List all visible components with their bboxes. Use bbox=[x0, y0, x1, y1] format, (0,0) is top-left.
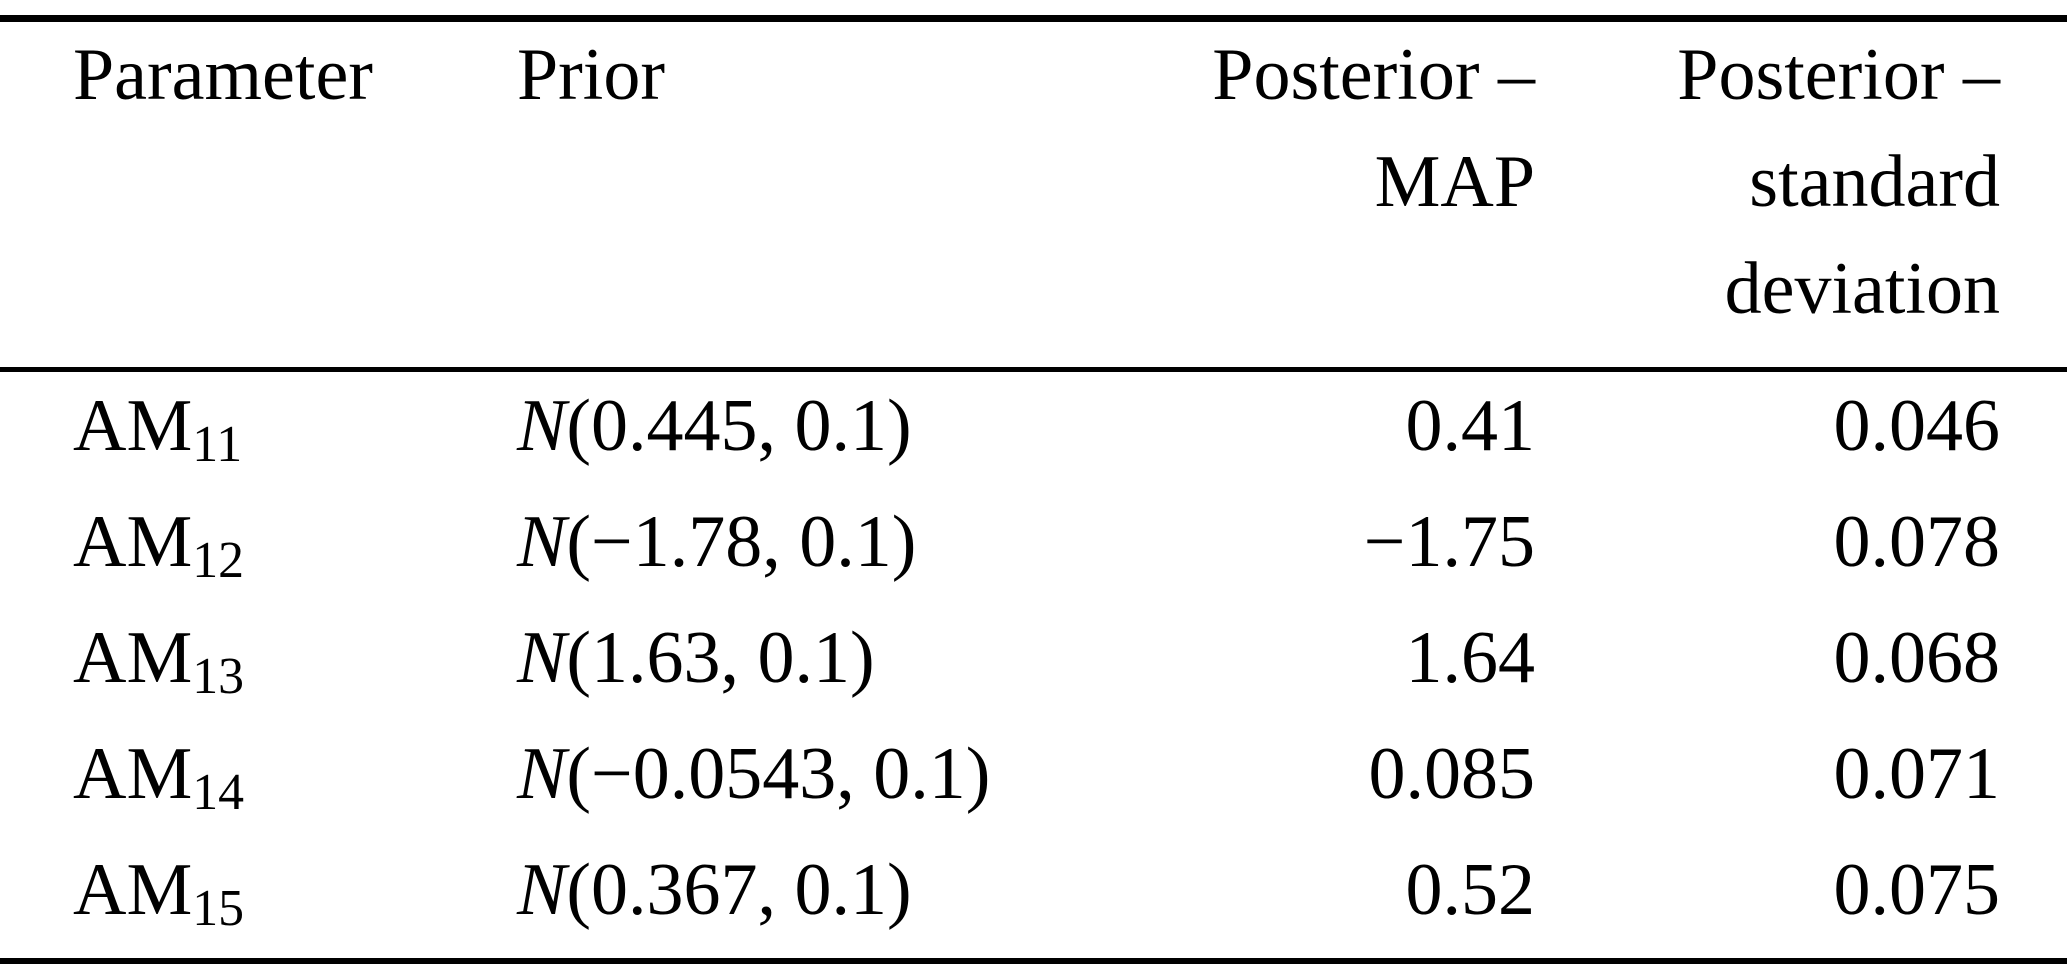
parameter-name: AM bbox=[73, 617, 193, 699]
prior-arguments: (−1.78, 0.1) bbox=[566, 501, 917, 583]
normal-distribution-symbol: N bbox=[517, 849, 567, 931]
parameter-subscript: 12 bbox=[192, 532, 245, 590]
cell-posterior-sd: 0.075 bbox=[1833, 849, 2001, 931]
cell-parameter: AM11 bbox=[0, 370, 445, 489]
column-header-posterior-sd-line2: standard bbox=[1749, 141, 2000, 223]
parameter-name: AM bbox=[73, 385, 193, 467]
table-row: AM14 N(−0.0543, 0.1) 0.085 0.071 bbox=[0, 720, 2067, 836]
cell-prior: N(0.445, 0.1) bbox=[445, 370, 1020, 489]
cell-posterior-map: 0.52 bbox=[1405, 849, 1536, 931]
column-header-parameter: Parameter bbox=[0, 18, 445, 372]
table-row: AM12 N(−1.78, 0.1) −1.75 0.078 bbox=[0, 488, 2067, 604]
cell-parameter: AM13 bbox=[0, 604, 445, 720]
column-header-parameter-label: Parameter bbox=[73, 34, 373, 116]
cell-posterior-sd: 0.078 bbox=[1833, 501, 2001, 583]
parameter-name: AM bbox=[73, 501, 193, 583]
column-header-posterior-map: Posterior – MAP bbox=[1020, 18, 1535, 372]
cell-posterior-sd: 0.046 bbox=[1833, 385, 2001, 467]
parameter-name: AM bbox=[73, 849, 193, 931]
parameter-name: AM bbox=[73, 733, 193, 815]
table-header: Parameter Prior Posterior – MAP Posterio… bbox=[0, 18, 2067, 372]
column-header-posterior-sd-line1: Posterior – bbox=[1677, 34, 2000, 116]
prior-arguments: (−0.0543, 0.1) bbox=[566, 733, 991, 815]
cell-prior: N(0.367, 0.1) bbox=[445, 836, 1020, 961]
parameter-subscript: 15 bbox=[192, 880, 245, 938]
cell-posterior-map: 0.41 bbox=[1405, 385, 1536, 467]
table-body: AM11 N(0.445, 0.1) 0.41 0.046 AM12 N(−1.… bbox=[0, 370, 2067, 962]
cell-prior: N(−0.0543, 0.1) bbox=[445, 720, 1020, 836]
header-row: Parameter Prior Posterior – MAP Posterio… bbox=[0, 18, 2067, 372]
parameter-subscript: 13 bbox=[192, 648, 245, 706]
cell-parameter: AM15 bbox=[0, 836, 445, 961]
column-header-posterior-map-line2: MAP bbox=[1374, 141, 1535, 223]
cell-prior: N(1.63, 0.1) bbox=[445, 604, 1020, 720]
cell-posterior-sd: 0.068 bbox=[1833, 617, 2001, 699]
column-header-posterior-map-line1: Posterior – bbox=[1212, 34, 1535, 116]
cell-posterior-map: −1.75 bbox=[1363, 501, 1535, 583]
normal-distribution-symbol: N bbox=[517, 617, 567, 699]
prior-arguments: (0.445, 0.1) bbox=[566, 385, 912, 467]
normal-distribution-symbol: N bbox=[517, 501, 567, 583]
prior-arguments: (1.63, 0.1) bbox=[566, 617, 875, 699]
table-row: AM15 N(0.367, 0.1) 0.52 0.075 bbox=[0, 836, 2067, 961]
column-header-posterior-sd-line3: deviation bbox=[1724, 248, 2000, 330]
priors-posteriors-table: Parameter Prior Posterior – MAP Posterio… bbox=[0, 15, 2067, 964]
table-row: AM13 N(1.63, 0.1) 1.64 0.068 bbox=[0, 604, 2067, 720]
cell-posterior-map: 1.64 bbox=[1405, 617, 1536, 699]
cell-prior: N(−1.78, 0.1) bbox=[445, 488, 1020, 604]
column-header-prior-label: Prior bbox=[517, 34, 665, 116]
prior-arguments: (0.367, 0.1) bbox=[566, 849, 912, 931]
parameter-subscript: 14 bbox=[192, 764, 245, 822]
table-row: AM11 N(0.445, 0.1) 0.41 0.046 bbox=[0, 370, 2067, 489]
parameter-subscript: 11 bbox=[192, 416, 243, 474]
cell-posterior-map: 0.085 bbox=[1368, 733, 1536, 815]
column-header-prior: Prior bbox=[445, 18, 1020, 372]
cell-posterior-sd: 0.071 bbox=[1833, 733, 2001, 815]
normal-distribution-symbol: N bbox=[517, 385, 567, 467]
cell-parameter: AM12 bbox=[0, 488, 445, 604]
cell-parameter: AM14 bbox=[0, 720, 445, 836]
normal-distribution-symbol: N bbox=[517, 733, 567, 815]
column-header-posterior-sd: Posterior – standard deviation bbox=[1535, 18, 2067, 372]
